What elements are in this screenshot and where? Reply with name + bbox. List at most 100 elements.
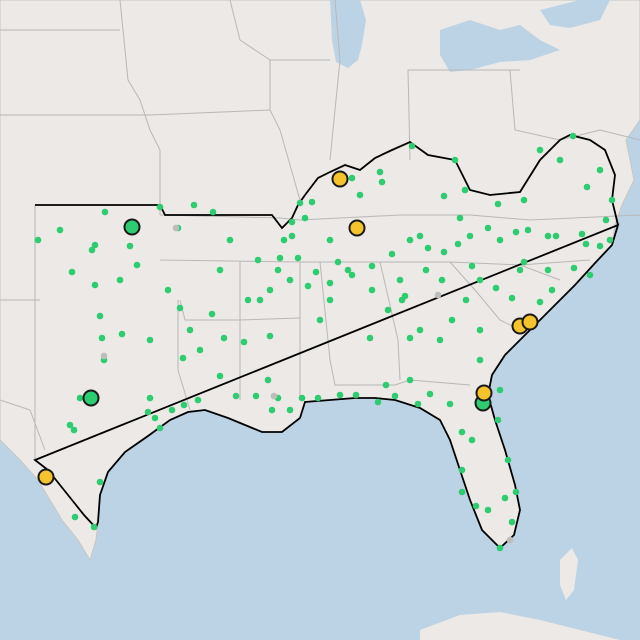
location-marker[interactable] [596, 166, 604, 174]
location-marker[interactable] [294, 254, 302, 262]
location-marker[interactable] [76, 394, 84, 402]
location-marker[interactable] [348, 271, 356, 279]
location-marker[interactable] [151, 414, 159, 422]
location-marker[interactable] [326, 279, 334, 287]
location-marker[interactable] [156, 424, 164, 432]
location-marker[interactable] [472, 502, 480, 510]
location-marker[interactable] [501, 494, 509, 502]
location-marker[interactable] [126, 242, 134, 250]
location-marker[interactable] [286, 406, 294, 414]
location-marker[interactable] [144, 408, 152, 416]
location-marker[interactable] [524, 226, 532, 234]
location-marker[interactable] [98, 334, 106, 342]
location-marker[interactable] [544, 266, 552, 274]
location-marker[interactable] [268, 406, 276, 414]
location-marker[interactable] [388, 250, 396, 258]
location-marker[interactable] [446, 400, 454, 408]
location-marker[interactable] [96, 478, 104, 486]
location-marker[interactable] [266, 286, 274, 294]
location-marker[interactable] [68, 268, 76, 276]
location-marker-inactive[interactable] [434, 291, 442, 299]
location-marker[interactable] [414, 400, 422, 408]
location-marker[interactable] [156, 203, 164, 211]
location-marker[interactable] [208, 310, 216, 318]
location-marker[interactable] [484, 224, 492, 232]
location-marker[interactable] [520, 196, 528, 204]
location-marker-inactive[interactable] [172, 224, 180, 232]
location-marker[interactable] [494, 416, 502, 424]
location-marker[interactable] [426, 390, 434, 398]
location-marker[interactable] [494, 200, 502, 208]
location-marker[interactable] [608, 196, 616, 204]
location-marker[interactable] [274, 266, 282, 274]
location-marker[interactable] [382, 381, 390, 389]
location-marker[interactable] [301, 214, 309, 222]
location-marker[interactable] [378, 178, 386, 186]
location-marker[interactable] [401, 292, 409, 300]
large-marker-yellow[interactable] [521, 313, 539, 331]
location-marker[interactable] [101, 208, 109, 216]
location-marker[interactable] [368, 286, 376, 294]
location-marker[interactable] [556, 156, 564, 164]
location-marker[interactable] [578, 230, 586, 238]
location-marker[interactable] [316, 316, 324, 324]
location-marker[interactable] [326, 236, 334, 244]
location-marker[interactable] [264, 376, 272, 384]
location-marker[interactable] [352, 391, 360, 399]
location-marker[interactable] [458, 466, 466, 474]
location-marker[interactable] [536, 146, 544, 154]
location-marker[interactable] [406, 236, 414, 244]
location-marker[interactable] [180, 401, 188, 409]
location-marker[interactable] [334, 258, 342, 266]
location-marker[interactable] [91, 241, 99, 249]
location-marker[interactable] [368, 262, 376, 270]
location-marker[interactable] [216, 266, 224, 274]
location-marker[interactable] [286, 276, 294, 284]
location-marker[interactable] [451, 156, 459, 164]
location-marker[interactable] [422, 266, 430, 274]
location-marker[interactable] [66, 421, 74, 429]
location-marker[interactable] [308, 198, 316, 206]
location-marker[interactable] [344, 266, 352, 274]
location-marker[interactable] [496, 236, 504, 244]
location-marker[interactable] [288, 232, 296, 240]
location-marker[interactable] [552, 232, 560, 240]
location-marker[interactable] [508, 294, 516, 302]
location-marker[interactable] [520, 258, 528, 266]
location-marker[interactable] [146, 394, 154, 402]
location-marker[interactable] [298, 394, 306, 402]
location-marker[interactable] [583, 183, 591, 191]
location-marker[interactable] [384, 306, 392, 314]
location-marker[interactable] [356, 191, 364, 199]
location-marker[interactable] [484, 506, 492, 514]
location-marker[interactable] [569, 132, 577, 140]
location-marker-inactive[interactable] [270, 392, 278, 400]
location-marker[interactable] [164, 286, 172, 294]
location-marker[interactable] [436, 336, 444, 344]
location-marker[interactable] [468, 262, 476, 270]
location-marker[interactable] [56, 226, 64, 234]
location-marker[interactable] [240, 338, 248, 346]
large-marker-yellow[interactable] [348, 219, 366, 237]
location-marker[interactable] [70, 426, 78, 434]
location-marker[interactable] [244, 296, 252, 304]
location-marker[interactable] [512, 488, 520, 496]
location-marker[interactable] [476, 356, 484, 364]
location-marker[interactable] [391, 392, 399, 400]
location-marker[interactable] [88, 246, 96, 254]
large-marker-green[interactable] [123, 218, 141, 236]
location-marker[interactable] [326, 296, 334, 304]
location-marker[interactable] [476, 276, 484, 284]
location-marker[interactable] [376, 168, 384, 176]
location-marker[interactable] [466, 232, 474, 240]
location-marker[interactable] [276, 254, 284, 262]
location-marker[interactable] [304, 282, 312, 290]
location-marker[interactable] [168, 406, 176, 414]
location-marker[interactable] [508, 518, 516, 526]
location-marker[interactable] [602, 216, 610, 224]
location-marker[interactable] [476, 326, 484, 334]
location-marker[interactable] [90, 523, 98, 531]
location-marker[interactable] [196, 346, 204, 354]
